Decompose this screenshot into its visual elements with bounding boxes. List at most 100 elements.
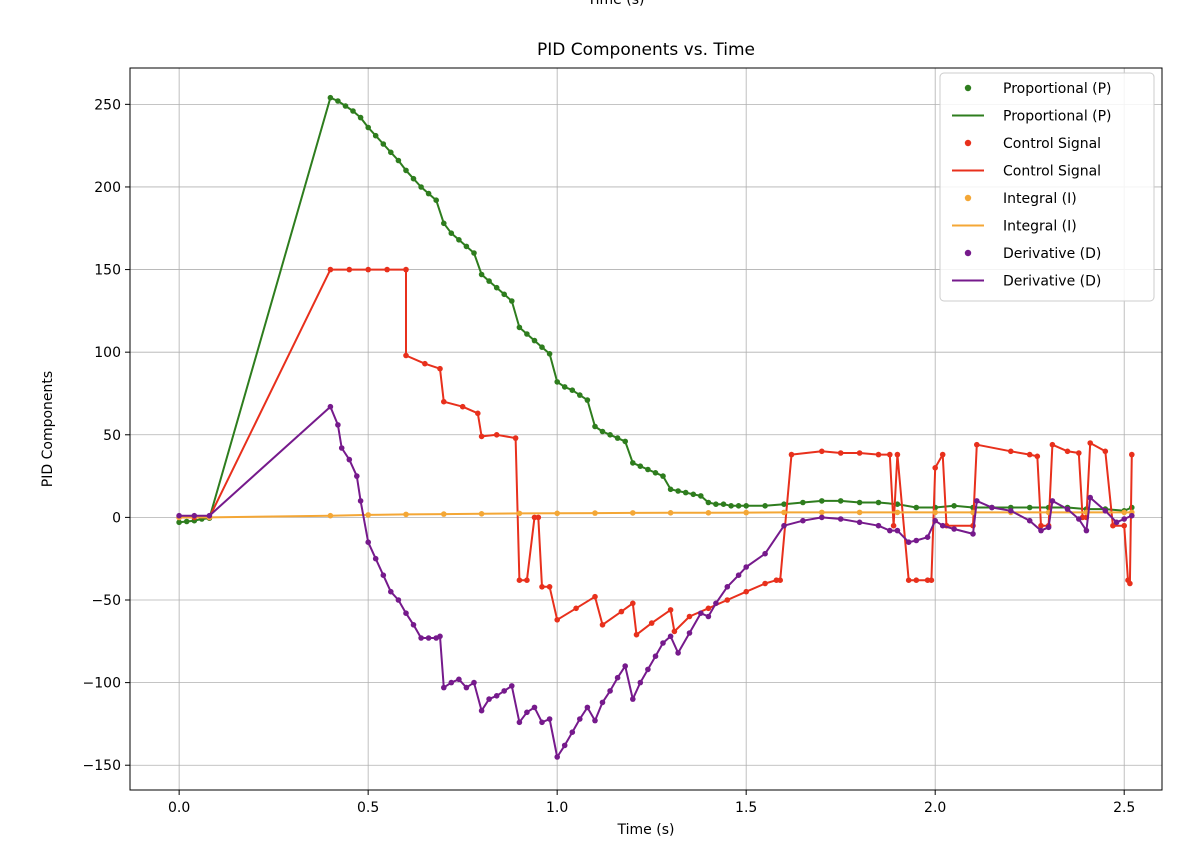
data-point-control-signal (630, 600, 636, 607)
legend-label: Derivative (D) (1003, 274, 1101, 290)
data-point-control-signal (516, 577, 523, 583)
data-point-proportional-p (433, 197, 440, 203)
legend-marker (964, 84, 972, 92)
data-point-proportional-p (561, 384, 568, 390)
data-point-integral-i (554, 510, 560, 517)
data-point-proportional-p (622, 438, 628, 445)
data-point-integral-i (856, 509, 863, 516)
data-point-proportional-p (372, 132, 379, 139)
data-point-proportional-p (456, 237, 462, 243)
data-point-derivative-d (1045, 524, 1052, 531)
data-point-proportional-p (441, 220, 447, 227)
data-point-proportional-p (660, 473, 666, 479)
y-tick-label: 50 (103, 428, 121, 444)
data-point-proportional-p (652, 470, 659, 476)
data-point-derivative-d (819, 514, 825, 521)
data-point-proportional-p (819, 498, 825, 504)
data-point-derivative-d (176, 512, 182, 519)
data-point-control-signal (478, 433, 485, 440)
data-point-control-signal (1076, 450, 1082, 456)
data-point-derivative-d (875, 522, 882, 529)
data-point-control-signal (671, 628, 678, 635)
data-point-derivative-d (191, 512, 198, 519)
data-point-derivative-d (463, 684, 470, 691)
data-point-integral-i (441, 511, 447, 517)
data-point-derivative-d (630, 696, 636, 702)
data-point-control-signal (1087, 440, 1093, 446)
data-point-derivative-d (974, 498, 980, 504)
data-point-control-signal (743, 588, 749, 595)
data-point-derivative-d (894, 527, 901, 534)
data-point-proportional-p (388, 149, 394, 156)
data-point-proportional-p (1026, 504, 1033, 511)
data-point-control-signal (422, 360, 428, 367)
data-point-control-signal (686, 613, 693, 620)
data-point-derivative-d (743, 564, 749, 570)
data-point-control-signal (365, 266, 372, 273)
data-point-derivative-d (410, 622, 417, 628)
y-tick-label: 0 (112, 510, 121, 526)
data-point-proportional-p (577, 392, 583, 398)
plot-frame (129, 67, 1163, 791)
data-point-proportional-p (425, 190, 432, 197)
legend: Proportional (P) Proportional (P) Control … (939, 72, 1155, 302)
data-point-derivative-d (887, 527, 893, 534)
data-point-control-signal (887, 451, 893, 458)
data-point-control-signal (512, 435, 519, 441)
data-point-control-signal (1102, 448, 1109, 455)
data-point-control-signal (524, 577, 530, 583)
data-point-derivative-d (652, 653, 659, 659)
data-point-derivative-d (1076, 516, 1082, 522)
data-point-derivative-d (471, 679, 477, 686)
data-point-derivative-d (1026, 517, 1033, 524)
data-point-proportional-p (800, 499, 806, 506)
data-point-proportional-p (365, 124, 372, 131)
data-point-derivative-d (637, 679, 644, 686)
data-point-control-signal (1026, 451, 1033, 458)
data-point-derivative-d (395, 597, 402, 603)
data-point-proportional-p (637, 463, 644, 470)
data-point-derivative-d (781, 522, 787, 529)
data-point-control-signal (856, 450, 863, 456)
data-point-control-signal (932, 465, 938, 471)
x-tick-label: 0.5 (357, 800, 379, 816)
data-point-proportional-p (509, 298, 515, 304)
data-point-proportional-p (705, 499, 712, 506)
data-point-proportional-p (690, 491, 697, 498)
grid (130, 68, 1162, 790)
data-point-control-signal (1038, 522, 1044, 529)
data-point-control-signal (905, 577, 912, 583)
legend-entry: Control Signal (964, 136, 1101, 152)
series-derivative-d (176, 403, 1135, 760)
data-point-control-signal (546, 584, 553, 590)
data-point-proportional-p (584, 397, 591, 403)
data-point-proportional-p (403, 167, 409, 174)
data-point-control-signal (939, 451, 946, 458)
data-point-derivative-d (970, 531, 976, 537)
data-point-derivative-d (554, 754, 560, 760)
data-point-control-signal (493, 432, 500, 438)
data-point-derivative-d (1038, 527, 1044, 534)
data-point-control-signal (1121, 522, 1127, 529)
data-point-control-signal (475, 410, 481, 417)
data-point-proportional-p (592, 423, 598, 430)
data-point-proportional-p (894, 501, 901, 508)
y-tick-label: 200 (94, 180, 121, 196)
data-point-proportional-p (493, 284, 500, 291)
data-point-proportional-p (410, 175, 417, 182)
data-point-derivative-d (493, 693, 500, 699)
data-point-derivative-d (357, 498, 364, 504)
data-point-control-signal (618, 608, 625, 615)
legend-entry: Derivative (D) (964, 246, 1101, 262)
data-point-proportional-p (875, 499, 882, 506)
data-point-proportional-p (951, 503, 957, 509)
data-point-derivative-d (1064, 506, 1071, 512)
data-point-proportional-p (546, 351, 553, 357)
data-point-control-signal (599, 622, 606, 628)
data-point-derivative-d (448, 679, 455, 686)
x-tick-label: 1.5 (735, 800, 757, 816)
legend-label: Derivative (D) (1003, 246, 1101, 262)
data-point-derivative-d (724, 584, 731, 590)
data-point-proportional-p (667, 486, 674, 493)
